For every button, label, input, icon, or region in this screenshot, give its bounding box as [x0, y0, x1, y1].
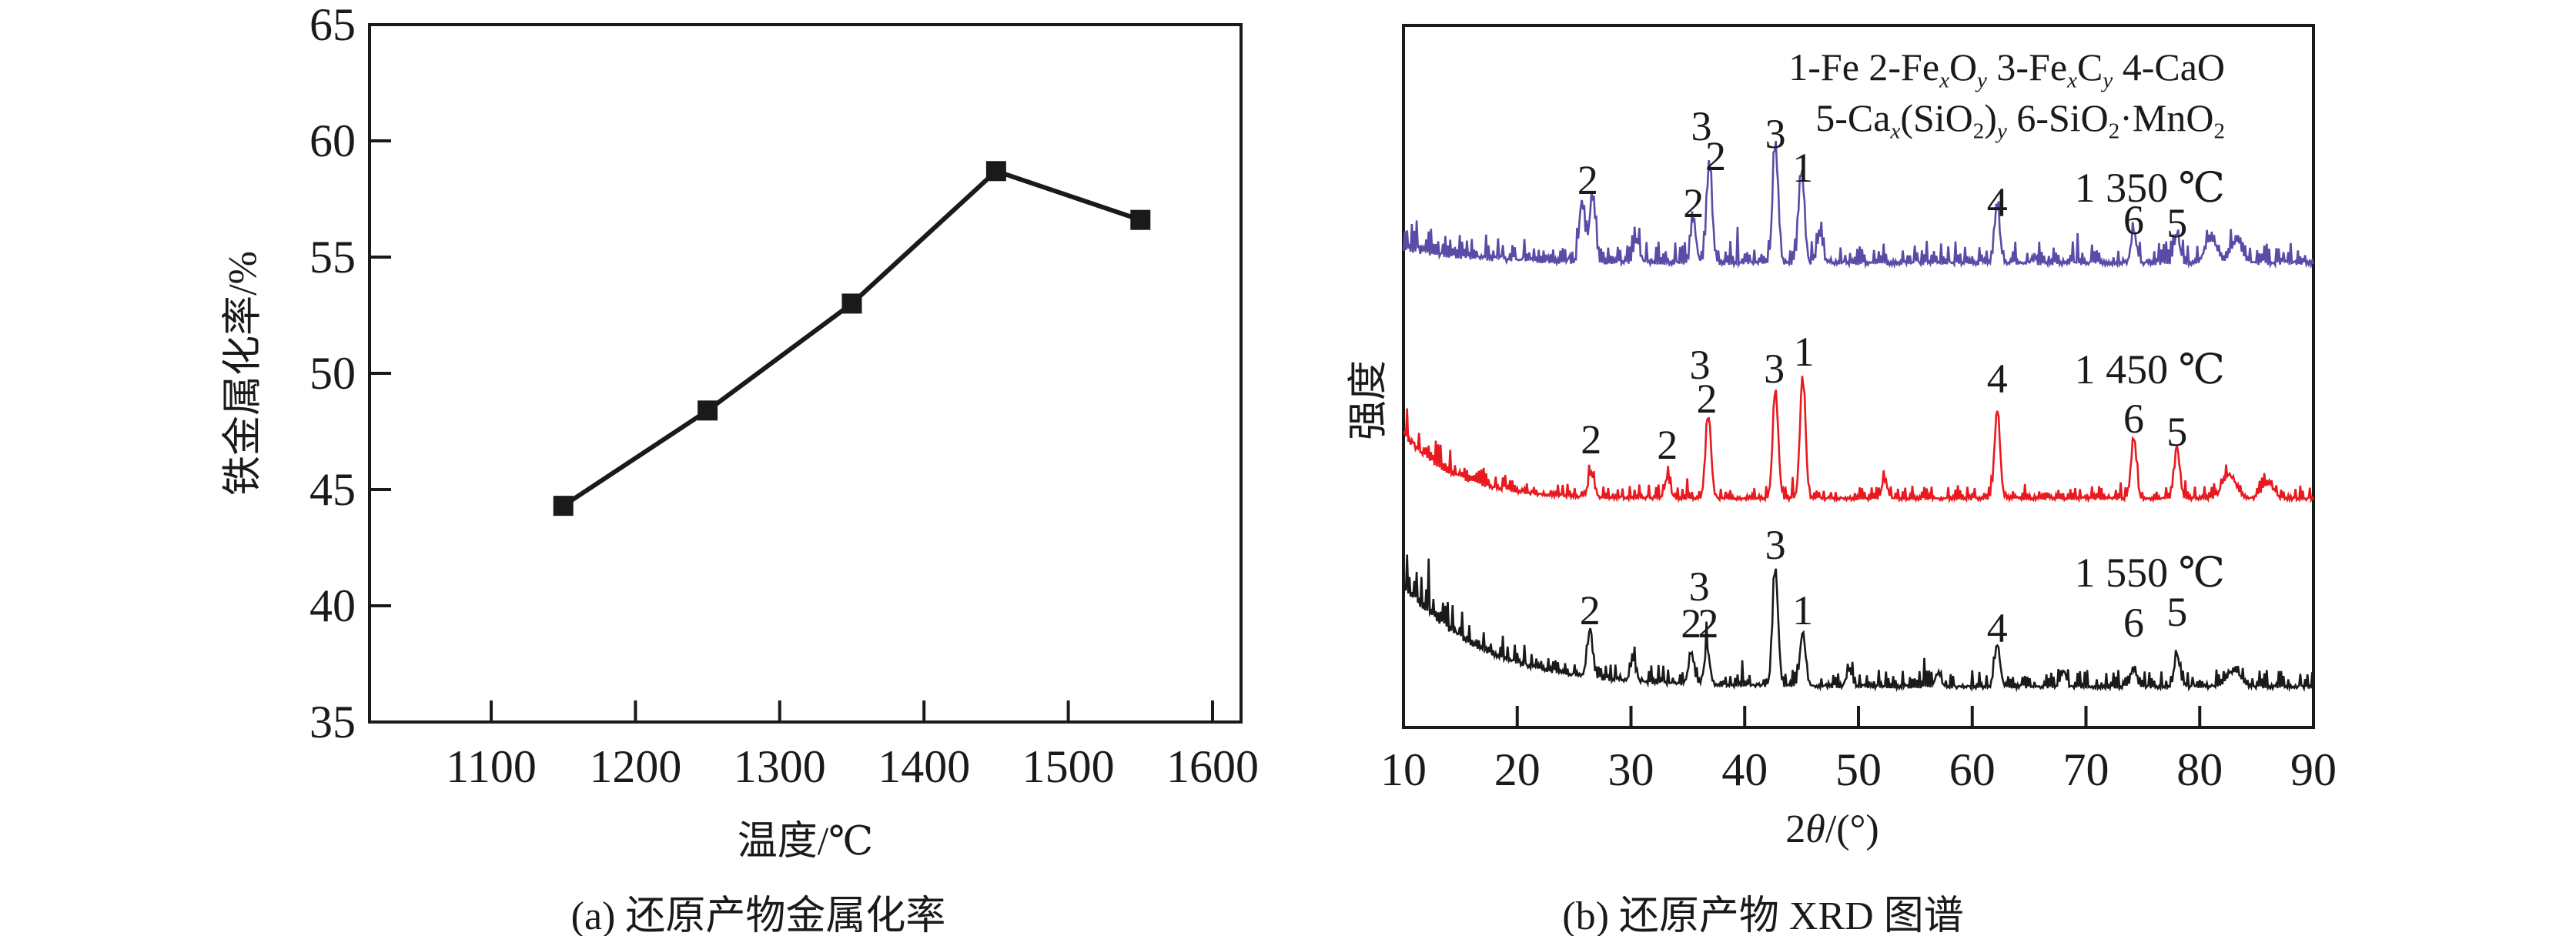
- peak-label: 2: [1681, 600, 1702, 647]
- left-x-tick-label: 1300: [733, 741, 826, 792]
- left-y-tick-label: 35: [309, 697, 356, 747]
- peak-label: 5: [2166, 409, 2188, 455]
- data-point-marker: [1130, 209, 1151, 230]
- peak-label: 4: [1986, 356, 2008, 402]
- right-x-axis-title: 2θ/(°): [1785, 807, 1879, 851]
- left-y-tick-label: 45: [309, 464, 356, 515]
- left-y-tick-label: 40: [309, 580, 356, 631]
- peak-label: 2: [1696, 376, 1718, 422]
- metallization-line: [562, 168, 1142, 508]
- peak-label: 3: [1689, 342, 1711, 388]
- peak-label: 5: [2166, 589, 2188, 635]
- series-label-1350: 1 350 ℃: [2074, 165, 2225, 211]
- right-x-tick-label: 60: [1949, 744, 1996, 795]
- peak-label: 2: [1579, 587, 1601, 633]
- peak-label: 1: [1793, 329, 1815, 375]
- series-label-1550: 1 550 ℃: [2074, 550, 2225, 596]
- peak-label: 4: [1986, 605, 2008, 651]
- peak-label: 3: [1691, 103, 1712, 149]
- peak-label: 2: [1683, 180, 1705, 226]
- left-x-tick-label: 1200: [589, 741, 682, 792]
- xrd-trace-2: [1403, 376, 2315, 504]
- left-x-axis-title: 温度/℃: [737, 820, 874, 864]
- left-chart-frame: [368, 23, 1243, 724]
- xrd-legend-line1: 1-Fe 2-FexOy 3-FexCy 4-CaO: [1788, 45, 2225, 93]
- peak-label: 4: [1986, 179, 2008, 226]
- left-y-tick-label: 65: [309, 0, 356, 50]
- right-x-tick-label: 30: [1607, 744, 1654, 795]
- left-x-tick-label: 1500: [1022, 741, 1115, 792]
- data-point-marker: [841, 293, 862, 314]
- caption-b: (b) 还原产物 XRD 图谱: [1562, 894, 1964, 936]
- right-x-tick-label: 10: [1380, 744, 1427, 795]
- right-x-tick-label: 70: [2062, 744, 2109, 795]
- left-y-tick-label: 50: [309, 348, 356, 399]
- right-x-tick-label: 40: [1721, 744, 1768, 795]
- data-point-marker: [698, 400, 718, 421]
- peak-label: 6: [2123, 600, 2145, 646]
- peak-label: 2: [1581, 416, 1602, 463]
- xrd-trace-3: [1403, 554, 2315, 693]
- right-x-tick-label: 80: [2176, 744, 2223, 795]
- data-point-marker: [553, 496, 574, 516]
- left-x-tick-label: 1400: [878, 741, 971, 792]
- peak-label: 6: [2123, 396, 2145, 442]
- left-y-tick-label: 55: [309, 232, 356, 282]
- peak-label: 2: [1705, 133, 1726, 179]
- right-y-axis-title: 强度: [1347, 359, 1391, 441]
- data-point-marker: [985, 161, 1006, 182]
- right-x-tick-label: 90: [2290, 744, 2337, 795]
- right-x-tick-label: 50: [1835, 744, 1882, 795]
- left-x-tick-label: 1100: [446, 741, 537, 792]
- right-x-tick-label: 20: [1494, 744, 1541, 795]
- peak-label: 5: [2166, 200, 2188, 246]
- left-x-tick-label: 1600: [1166, 741, 1259, 792]
- peak-label: 1: [1792, 145, 1814, 191]
- peak-label: 6: [2123, 197, 2145, 243]
- xrd-legend-line2: 5-Cax(SiO2)y 6-SiO2·MnO2: [1815, 96, 2225, 144]
- caption-a: (a) 还原产物金属化率: [570, 894, 946, 936]
- peak-label: 3: [1688, 563, 1710, 610]
- peak-label: 3: [1765, 522, 1786, 568]
- series-label-1450: 1 450 ℃: [2074, 346, 2225, 393]
- peak-label: 3: [1764, 346, 1785, 392]
- left-y-tick-label: 60: [309, 115, 356, 166]
- xrd-trace-1: [1402, 140, 2315, 269]
- peak-label: 3: [1765, 111, 1786, 157]
- peak-label: 1: [1792, 587, 1814, 633]
- peak-label: 2: [1698, 600, 1719, 647]
- peak-label: 2: [1577, 157, 1598, 203]
- peak-label: 2: [1657, 422, 1678, 468]
